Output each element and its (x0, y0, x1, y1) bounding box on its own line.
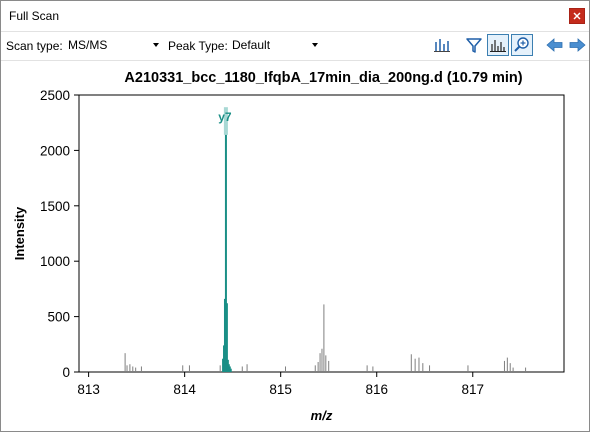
spectrum-chart[interactable]: A210331_bcc_1180_IfqbA_17min_dia_200ng.d… (1, 61, 589, 431)
scan-type-select[interactable]: MS/MS (64, 36, 164, 54)
y-tick-label: 1000 (40, 254, 70, 269)
back-button[interactable] (544, 34, 566, 56)
x-tick-label: 816 (365, 382, 388, 397)
histogram-icon (490, 40, 506, 52)
filter-button[interactable] (463, 34, 485, 56)
y-axis-label: Intensity (12, 206, 27, 260)
y-tick-label: 1500 (40, 199, 70, 214)
peak-type-label: Peak Type: (168, 39, 228, 53)
x-tick-label: 815 (269, 382, 292, 397)
spectrum-bars-icon (434, 39, 450, 52)
toolbar: Scan type: MS/MS Peak Type: Default (1, 31, 589, 61)
chevron-down-icon (312, 43, 318, 47)
forward-arrow-icon (569, 38, 586, 52)
close-icon (573, 12, 581, 20)
peak-annotation-y7: y7 (218, 110, 232, 124)
zoom-button[interactable] (511, 34, 533, 56)
scan-type-value: MS/MS (68, 38, 108, 52)
scan-type-label: Scan type: (6, 39, 63, 53)
spectrum-bars-button[interactable] (430, 34, 452, 56)
back-arrow-icon (546, 38, 563, 52)
y-tick-label: 2500 (40, 88, 70, 103)
x-tick-label: 817 (461, 382, 484, 397)
y7-label-highlight (223, 107, 228, 135)
chevron-down-icon (153, 43, 159, 47)
plot-frame (78, 94, 565, 373)
window-title: Full Scan (9, 9, 60, 23)
peak-type-select[interactable]: Default (228, 36, 323, 54)
filter-icon (466, 38, 482, 53)
x-tick-label: 813 (77, 382, 100, 397)
zoom-icon (514, 37, 529, 52)
y-tick-label: 0 (62, 365, 70, 380)
forward-button[interactable] (566, 34, 588, 56)
x-tick-label: 814 (173, 382, 196, 397)
peak-type-value: Default (232, 38, 271, 52)
title-bar: Full Scan (1, 1, 589, 31)
histogram-button[interactable] (487, 34, 509, 56)
close-button[interactable] (569, 8, 585, 24)
y-tick-label: 500 (47, 310, 70, 325)
y-tick-label: 2000 (40, 143, 70, 158)
chart-title: A210331_bcc_1180_IfqbA_17min_dia_200ng.d… (124, 70, 522, 86)
x-axis-label: m/z (311, 408, 333, 423)
